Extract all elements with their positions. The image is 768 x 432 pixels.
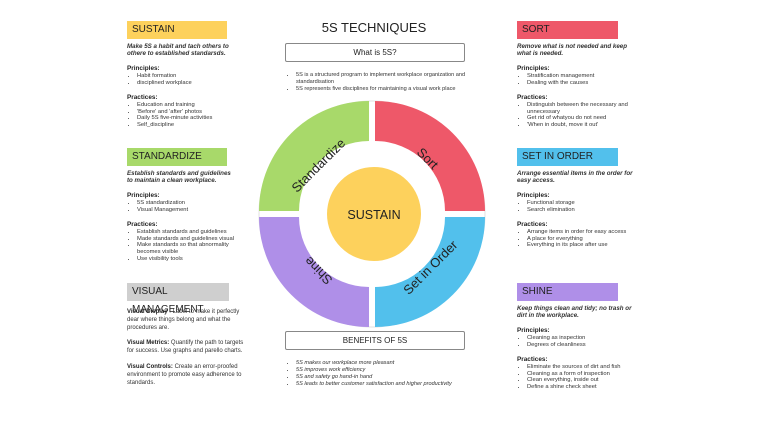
sustain-practices-label: Practices: [127, 93, 158, 101]
list-item: Search elimination [527, 207, 639, 214]
list-item: 5S standardization [137, 200, 235, 207]
shine-section: SHINE Keep things clean and tidy; no tra… [517, 283, 639, 398]
list-item: Habit formation [137, 73, 235, 80]
standardize-section: STANDARDIZE Establish standards and guid… [127, 148, 235, 270]
shine-practices: Eliminate the sources of dirt and fish C… [517, 364, 639, 392]
list-item: Get rid of whatyou do not need [527, 115, 639, 122]
set-in-order-header: SET IN ORDER [517, 148, 618, 166]
list-item: Arrange items in order for easy access [527, 229, 639, 236]
segment-standardize [259, 101, 369, 211]
list-item: 5S and safety go hand-in hand [296, 374, 496, 381]
set-in-order-subtitle: Arrange essential items in the order for… [517, 170, 633, 185]
sustain-section: SUSTAIN Make 5S a habit and tach others … [127, 21, 235, 136]
shine-principles-label: Principles: [517, 326, 550, 334]
list-item: Daily 5S five-minute activities [137, 115, 235, 122]
list-item: 5S leads to better customer satisfaction… [296, 381, 496, 388]
list-item: 'When in doubt, move it out' [527, 122, 639, 129]
sort-header: SORT [517, 21, 618, 39]
visual-controls-text: Visual Controls: Create an error-proofed… [127, 363, 242, 386]
list-item: Define a shine check sheet [527, 384, 639, 391]
list-item: 5S improves work efficiency [296, 367, 496, 374]
list-item: Education and training [137, 102, 235, 109]
list-item: Degrees of cleanliness [527, 342, 639, 349]
list-item: 5S represents five disciplines for maint… [296, 86, 476, 93]
what-is-5s-header: What is 5S? [285, 43, 465, 62]
list-item: Distinguish between the necessary and un… [527, 102, 639, 116]
list-item: Establish standards and guidelines [137, 229, 235, 236]
sustain-center-circle [327, 167, 421, 261]
list-item: 'Before' and 'after' photos [137, 109, 235, 116]
list-item: A place for everything [527, 236, 639, 243]
list-item: Eliminate the sources of dirt and fish [527, 364, 639, 371]
standardize-practices: Establish standards and guidelines Made … [127, 229, 235, 264]
set-in-order-section: SET IN ORDER Arrange essential items in … [517, 148, 639, 256]
list-item: Visual Management [137, 207, 235, 214]
sort-practices-label: Practices: [517, 93, 548, 101]
shine-header: SHINE [517, 283, 618, 301]
visual-management-header: VISUAL MANAGEMENT [127, 283, 229, 315]
shine-principles: Cleaning as inspection Degrees of cleanl… [517, 335, 639, 349]
sort-principles: Stratification management Dealing with t… [517, 73, 639, 87]
visual-metrics-text: Visual Metrics: Quantify the path to tar… [127, 340, 244, 355]
set-in-order-principles-label: Principles: [517, 191, 550, 199]
list-item: Stratification management [527, 73, 639, 80]
sustain-practices: Education and training 'Before' and 'aft… [127, 102, 235, 130]
sort-practices: Distinguish between the necessary and un… [517, 102, 639, 130]
set-in-order-practices: Arrange items in order for easy access A… [517, 229, 639, 250]
segment-set-in-order [375, 217, 485, 327]
what-is-5s-list: 5S is a structured program to implement … [288, 72, 476, 93]
list-item: Self_discipline [137, 122, 235, 129]
list-item: 5S is a structured program to implement … [296, 72, 476, 86]
sustain-principles-label: Principles: [127, 64, 160, 72]
sort-section: SORT Remove what is not needed and keep … [517, 21, 639, 136]
sustain-center-label: SUSTAIN [347, 208, 400, 222]
segment-sort [375, 101, 485, 211]
segment-shine [259, 217, 369, 327]
set-in-order-practices-label: Practices: [517, 220, 548, 228]
visual-display-text: Visual Display : Label to make it perfec… [127, 309, 240, 331]
standardize-practices-label: Practices: [127, 220, 158, 228]
shine-subtitle: Keep things clean and tidy; no trash or … [517, 305, 632, 320]
standardize-principles-label: Principles: [127, 191, 160, 199]
benefits-list: 5S makes our workplace more pleasant 5S … [288, 360, 496, 388]
benefits-header: BENEFITS OF 5S [285, 331, 465, 350]
list-item: Clean everything, inside out [527, 377, 639, 384]
list-item: Use visibility tools [137, 256, 235, 263]
sustain-subtitle: Make 5S a habit and tach others to other… [127, 43, 229, 58]
list-item: Cleaning as inspection [527, 335, 639, 342]
standardize-header: STANDARDIZE [127, 148, 227, 166]
visual-management-section: VISUAL MANAGEMENT Visual Display : Label… [127, 283, 247, 395]
list-item: disciplined workplace [137, 80, 235, 87]
standardize-subtitle: Establish standards and guidelines to ma… [127, 170, 231, 185]
list-item: Dealing with the causes [527, 80, 639, 87]
standardize-principles: 5S standardization Visual Management [127, 200, 235, 214]
list-item: Functional storage [527, 200, 639, 207]
list-item: Made standards and guidelines visual [137, 236, 235, 243]
list-item: Cleaning as a form of inspection [527, 371, 639, 378]
sort-principles-label: Principles: [517, 64, 550, 72]
sort-subtitle: Remove what is not needed and keep what … [517, 43, 628, 58]
set-in-order-principles: Functional storage Search elimination [517, 200, 639, 214]
list-item: 5S makes our workplace more pleasant [296, 360, 496, 367]
list-item: Make standards so that abnormality becom… [137, 242, 235, 256]
shine-practices-label: Practices: [517, 355, 548, 363]
sustain-header: SUSTAIN [127, 21, 227, 39]
list-item: Everything in its place after use [527, 242, 639, 249]
sustain-principles: Habit formation disciplined workplace [127, 73, 235, 87]
page-title: 5S TECHNIQUES [321, 20, 427, 35]
